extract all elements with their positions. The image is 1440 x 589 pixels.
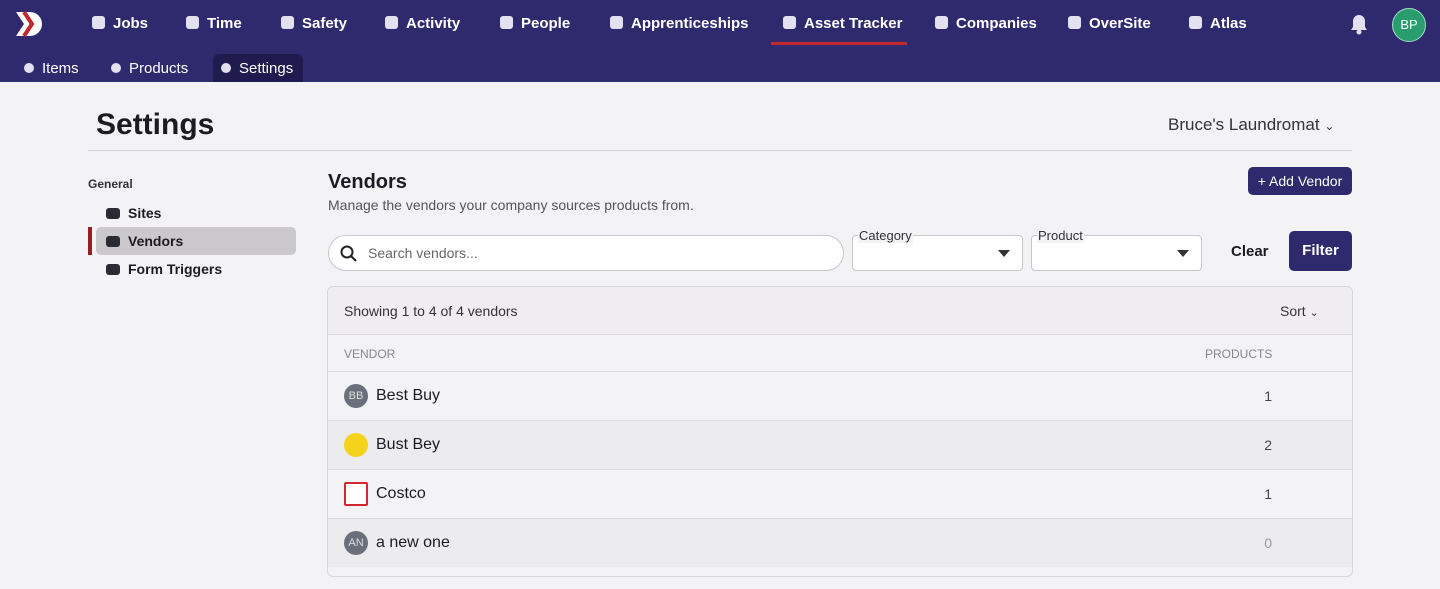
subnav-item[interactable]: Settings — [221, 60, 293, 77]
company-select[interactable]: Bruce's Laundromat ⌄ — [1168, 115, 1335, 134]
avatar[interactable]: BP — [1392, 8, 1426, 42]
logo[interactable] — [14, 10, 50, 38]
clear-button[interactable]: Clear — [1231, 243, 1269, 260]
nav-item[interactable]: Apprenticeships — [610, 15, 749, 32]
product-label: Product — [1037, 228, 1084, 243]
nav-item[interactable]: Asset Tracker — [783, 15, 902, 32]
vendor-avatar: AN — [344, 531, 368, 555]
vendor-name: Bust Bey — [376, 436, 441, 453]
table-summary: Showing 1 to 4 of 4 vendors — [344, 303, 518, 319]
nav-item[interactable]: OverSite — [1068, 15, 1151, 32]
vendor-logo — [344, 482, 368, 506]
active-bg — [96, 227, 296, 255]
sidebar-item[interactable]: Form Triggers — [106, 261, 222, 277]
divider — [88, 150, 1352, 151]
subnav-item[interactable]: Products — [111, 60, 188, 77]
nav-item[interactable]: Time — [186, 15, 242, 32]
section-description: Manage the vendors your company sources … — [328, 197, 694, 213]
nav-item[interactable]: Companies — [935, 15, 1037, 32]
vendor-name: Costco — [376, 485, 426, 502]
nav-item[interactable]: Atlas — [1189, 15, 1247, 32]
bell-icon[interactable] — [1349, 13, 1369, 35]
table-row[interactable] — [328, 469, 1352, 518]
vendor-logo — [344, 433, 368, 457]
search-input[interactable]: Search vendors... — [328, 235, 844, 271]
table-row[interactable] — [328, 371, 1352, 420]
product-count: 2 — [1264, 437, 1272, 453]
add-vendor-button[interactable]: + Add Vendor — [1248, 167, 1352, 195]
sidebar-group: General — [88, 177, 133, 191]
table-row[interactable] — [328, 420, 1352, 469]
subnav-item[interactable]: Items — [24, 60, 79, 77]
sidebar-item[interactable]: Sites — [106, 205, 161, 221]
sort-button[interactable]: Sort ⌄ — [1280, 303, 1319, 319]
vendor-avatar: BB — [344, 384, 368, 408]
table-summary-bar — [328, 287, 1352, 334]
vendor-name: a new one — [376, 534, 450, 551]
table-header-row — [328, 334, 1352, 371]
page-title: Settings — [96, 108, 215, 141]
table-row[interactable] — [328, 518, 1352, 567]
column-header: VENDOR — [344, 347, 396, 361]
vendor-name: Best Buy — [376, 387, 441, 404]
nav-item[interactable]: Activity — [385, 15, 460, 32]
product-count: 0 — [1264, 535, 1272, 551]
nav-item[interactable]: Safety — [281, 15, 347, 32]
section-title: Vendors — [328, 171, 407, 193]
active-underline — [771, 42, 907, 45]
sidebar-item[interactable]: Vendors — [106, 233, 183, 249]
product-count: 1 — [1264, 388, 1272, 404]
category-label: Category — [858, 228, 913, 243]
column-header: PRODUCTS — [1205, 347, 1273, 361]
nav-item[interactable]: Jobs — [92, 15, 148, 32]
nav-item[interactable]: People — [500, 15, 570, 32]
active-bar — [88, 227, 92, 255]
product-count: 1 — [1264, 486, 1272, 502]
filter-button[interactable]: Filter — [1289, 231, 1352, 271]
